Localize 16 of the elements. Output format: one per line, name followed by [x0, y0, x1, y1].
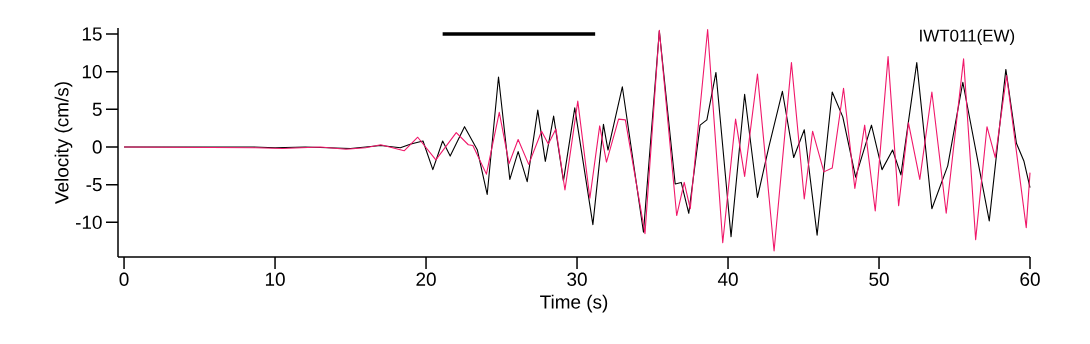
y-tick-label: 10 — [82, 64, 102, 79]
x-tick-label: 30 — [567, 272, 587, 286]
x-tick-label: 0 — [119, 272, 129, 286]
x-tick-label: 40 — [717, 272, 738, 286]
y-tick-label: -10 — [75, 215, 102, 230]
y-tick-label: 5 — [92, 102, 102, 116]
x-tick-label: 60 — [1020, 272, 1040, 286]
y-tick-label: 15 — [82, 27, 102, 41]
y-tick-label: 0 — [92, 140, 102, 154]
x-tick-label: 50 — [869, 272, 889, 286]
x-axis-title: Time (s) — [540, 294, 608, 313]
y-axis-title: Velocity (cm/s) — [54, 82, 73, 204]
x-tick-label: 20 — [416, 272, 436, 286]
x-tick-label: 10 — [265, 272, 285, 286]
y-tick-label: -5 — [86, 178, 102, 192]
annotation: IWT011(EW) — [920, 29, 1015, 45]
